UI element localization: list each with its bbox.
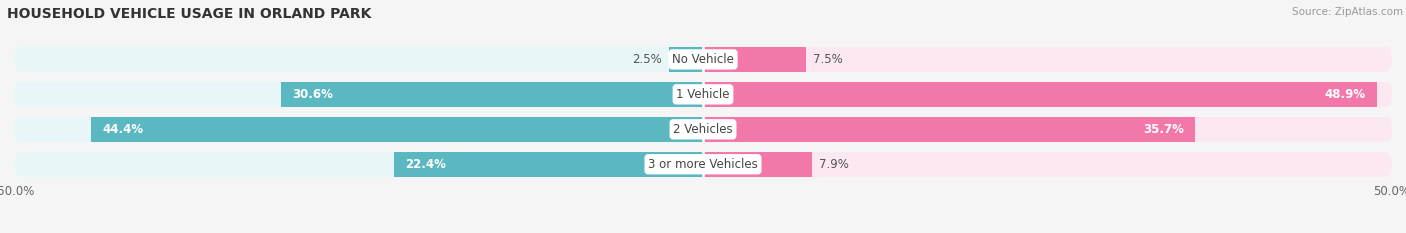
- FancyBboxPatch shape: [14, 117, 703, 142]
- Bar: [703, 82, 1376, 107]
- FancyBboxPatch shape: [14, 47, 703, 72]
- Text: No Vehicle: No Vehicle: [672, 53, 734, 66]
- FancyBboxPatch shape: [703, 82, 1392, 107]
- FancyBboxPatch shape: [703, 117, 1392, 142]
- Bar: [394, 152, 703, 177]
- FancyBboxPatch shape: [14, 82, 703, 107]
- Text: 2 Vehicles: 2 Vehicles: [673, 123, 733, 136]
- Text: Source: ZipAtlas.com: Source: ZipAtlas.com: [1292, 7, 1403, 17]
- Text: 2.5%: 2.5%: [631, 53, 662, 66]
- Text: 22.4%: 22.4%: [405, 158, 446, 171]
- Bar: [703, 152, 811, 177]
- Text: 3 or more Vehicles: 3 or more Vehicles: [648, 158, 758, 171]
- Bar: [669, 47, 703, 72]
- Text: 44.4%: 44.4%: [103, 123, 143, 136]
- FancyBboxPatch shape: [14, 82, 1392, 107]
- FancyBboxPatch shape: [14, 152, 703, 177]
- FancyBboxPatch shape: [703, 152, 1392, 177]
- Text: 7.5%: 7.5%: [813, 53, 844, 66]
- Bar: [703, 117, 1195, 142]
- Bar: [91, 117, 703, 142]
- FancyBboxPatch shape: [14, 152, 1392, 177]
- Text: 35.7%: 35.7%: [1143, 123, 1184, 136]
- FancyBboxPatch shape: [14, 117, 1392, 142]
- Bar: [703, 47, 807, 72]
- Text: 48.9%: 48.9%: [1324, 88, 1365, 101]
- Text: 30.6%: 30.6%: [292, 88, 333, 101]
- Text: 1 Vehicle: 1 Vehicle: [676, 88, 730, 101]
- FancyBboxPatch shape: [14, 47, 1392, 72]
- FancyBboxPatch shape: [703, 47, 1392, 72]
- Bar: [281, 82, 703, 107]
- Text: 7.9%: 7.9%: [818, 158, 849, 171]
- Text: HOUSEHOLD VEHICLE USAGE IN ORLAND PARK: HOUSEHOLD VEHICLE USAGE IN ORLAND PARK: [7, 7, 371, 21]
